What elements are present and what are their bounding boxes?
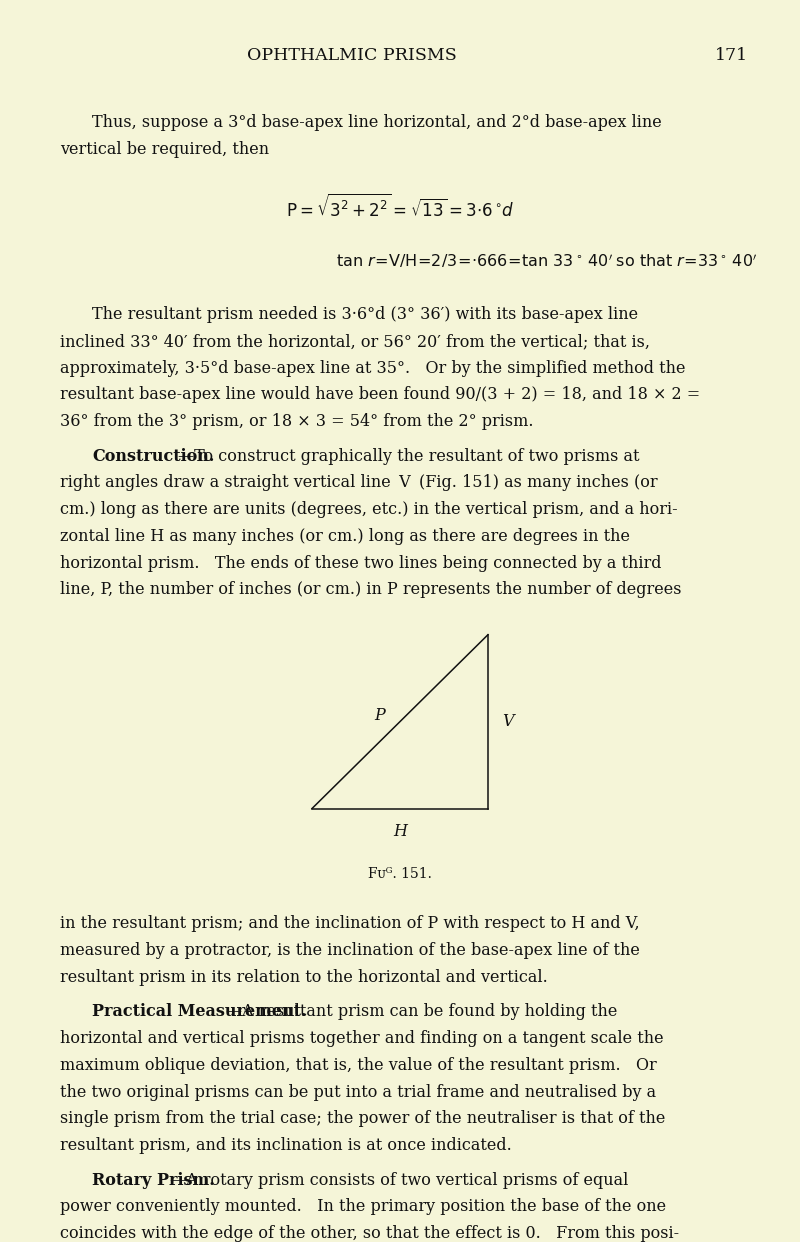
Text: The resultant prism needed is 3·6°d (3° 36′) with its base-apex line: The resultant prism needed is 3·6°d (3° … — [92, 307, 638, 323]
Text: horizontal prism.   The ends of these two lines being connected by a third: horizontal prism. The ends of these two … — [60, 554, 662, 571]
Text: —A resultant prism can be found by holding the: —A resultant prism can be found by holdi… — [226, 1004, 618, 1021]
Text: cm.) long as there are units (degrees, etc.) in the vertical prism, and a hori-: cm.) long as there are units (degrees, e… — [60, 501, 678, 518]
Text: zontal line H as many inches (or cm.) long as there are degrees in the: zontal line H as many inches (or cm.) lo… — [60, 528, 630, 545]
Text: in the resultant prism; and the inclination of P with respect to H and V,: in the resultant prism; and the inclinat… — [60, 915, 640, 933]
Text: maximum oblique deviation, that is, the value of the resultant prism.   Or: maximum oblique deviation, that is, the … — [60, 1057, 657, 1074]
Text: measured by a protractor, is the inclination of the base-apex line of the: measured by a protractor, is the inclina… — [60, 941, 640, 959]
Text: inclined 33° 40′ from the horizontal, or 56° 20′ from the vertical; that is,: inclined 33° 40′ from the horizontal, or… — [60, 333, 650, 350]
Text: OPHTHALMIC PRISMS: OPHTHALMIC PRISMS — [247, 47, 457, 65]
Text: —A rotary prism consists of two vertical prisms of equal: —A rotary prism consists of two vertical… — [170, 1171, 629, 1189]
Text: right angles draw a straight vertical line  V  (Fig. 151) as many inches (or: right angles draw a straight vertical li… — [60, 474, 658, 492]
Text: —To construct graphically the resultant of two prisms at: —To construct graphically the resultant … — [178, 447, 640, 465]
Text: V: V — [502, 713, 514, 730]
Text: resultant prism in its relation to the horizontal and vertical.: resultant prism in its relation to the h… — [60, 969, 548, 986]
Text: 36° from the 3° prism, or 18 × 3 = 54° from the 2° prism.: 36° from the 3° prism, or 18 × 3 = 54° f… — [60, 414, 534, 430]
Text: resultant prism, and its inclination is at once indicated.: resultant prism, and its inclination is … — [60, 1136, 512, 1154]
Text: $\tan\, r\!=\!\mathrm{V/H}\!=\!2/3\!=\!{\cdot}666\!=\!\tan\, 33^\circ\, 40'$$\;\: $\tan\, r\!=\!\mathrm{V/H}\!=\!2/3\!=\!{… — [336, 253, 758, 271]
Text: power conveniently mounted.   In the primary position the base of the one: power conveniently mounted. In the prima… — [60, 1199, 666, 1216]
Text: Practical Measurement.: Practical Measurement. — [92, 1004, 306, 1021]
Text: single prism from the trial case; the power of the neutraliser is that of the: single prism from the trial case; the po… — [60, 1110, 666, 1128]
Text: horizontal and vertical prisms together and finding on a tangent scale the: horizontal and vertical prisms together … — [60, 1030, 664, 1047]
Text: 171: 171 — [715, 47, 748, 65]
Text: Thus, suppose a 3°d base-apex line horizontal, and 2°d base-apex line: Thus, suppose a 3°d base-apex line horiz… — [92, 114, 662, 130]
Text: the two original prisms can be put into a trial frame and neutralised by a: the two original prisms can be put into … — [60, 1083, 656, 1100]
Text: Construction.: Construction. — [92, 447, 214, 465]
Text: P: P — [374, 707, 386, 724]
Text: approximately, 3·5°d base-apex line at 35°.   Or by the simplified method the: approximately, 3·5°d base-apex line at 3… — [60, 360, 686, 376]
Text: coincides with the edge of the other, so that the effect is 0.   From this posi-: coincides with the edge of the other, so… — [60, 1225, 679, 1242]
Text: Fᴜᴳ. 151.: Fᴜᴳ. 151. — [368, 867, 432, 882]
Text: vertical be required, then: vertical be required, then — [60, 140, 269, 158]
Text: line, P, the number of inches (or cm.) in P represents the number of degrees: line, P, the number of inches (or cm.) i… — [60, 581, 682, 599]
Text: resultant base-apex line would have been found 90/(3 + 2) = 18, and 18 × 2 =: resultant base-apex line would have been… — [60, 386, 700, 404]
Text: H: H — [393, 823, 407, 841]
Text: Rotary Prism.: Rotary Prism. — [92, 1171, 214, 1189]
Text: $\mathrm{P} = \sqrt{3^2+2^2}= \sqrt{13}=3{\cdot}6^\circ\!\mathit{d}$: $\mathrm{P} = \sqrt{3^2+2^2}= \sqrt{13}=… — [286, 194, 514, 221]
